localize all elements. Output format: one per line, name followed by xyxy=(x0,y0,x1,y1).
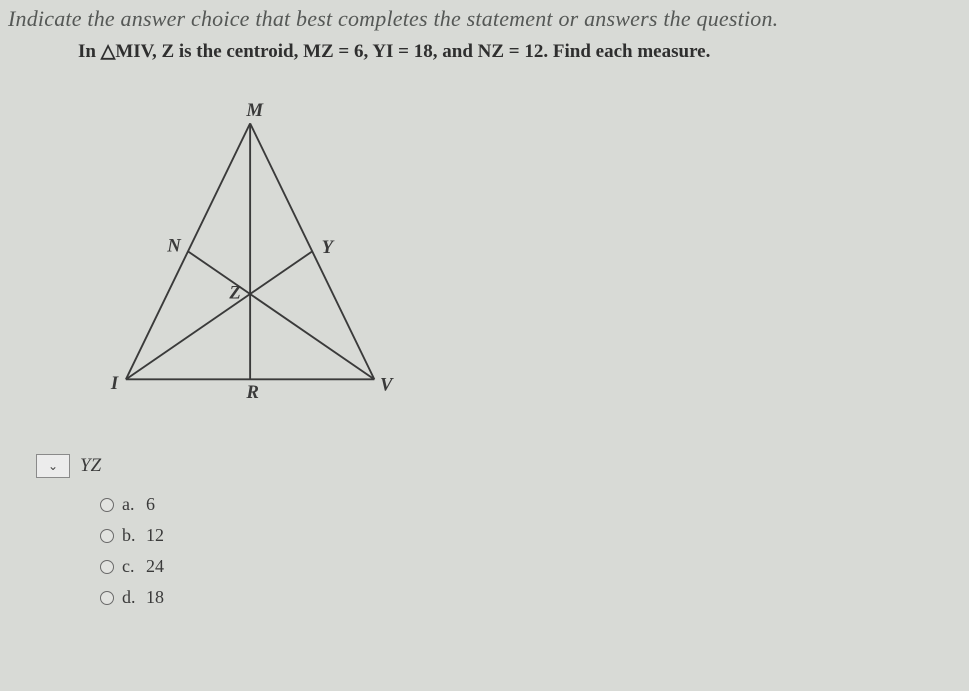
vertex-label-I: I xyxy=(110,373,119,394)
problem-eq3: NZ = 12 xyxy=(478,41,544,62)
option-letter: c. xyxy=(122,556,138,577)
question-label: YZ xyxy=(80,455,101,477)
option-value: 24 xyxy=(146,556,164,577)
option-letter: a. xyxy=(122,494,138,515)
edge-I-Y xyxy=(126,251,312,379)
vertex-label-Y: Y xyxy=(322,237,335,258)
option-row[interactable]: a. 6 xyxy=(100,494,164,515)
figure-svg: M I V N Y R Z xyxy=(92,92,412,422)
problem-eq2: YI = 18 xyxy=(372,41,432,62)
radio-icon[interactable] xyxy=(100,591,114,605)
option-row[interactable]: d. 18 xyxy=(100,587,164,608)
vertex-label-N: N xyxy=(166,235,182,256)
vertex-label-M: M xyxy=(245,100,264,121)
options-list: a. 6 b. 12 c. 24 d. 18 xyxy=(100,494,164,618)
problem-eq1: MZ = 6 xyxy=(303,41,363,62)
option-value: 18 xyxy=(146,587,164,608)
vertex-label-V: V xyxy=(380,375,394,396)
triangle-figure: M I V N Y R Z xyxy=(92,92,412,422)
problem-mid2: is the centroid, xyxy=(174,41,303,62)
problem-sep1: , xyxy=(364,41,373,62)
radio-icon[interactable] xyxy=(100,498,114,512)
question-row: ⌄ YZ xyxy=(36,454,101,478)
option-value: 6 xyxy=(146,494,155,515)
option-letter: d. xyxy=(122,587,138,608)
problem-triangle: MIV xyxy=(115,41,152,62)
vertex-label-R: R xyxy=(245,382,259,403)
problem-mid1: , xyxy=(152,41,162,62)
radio-icon[interactable] xyxy=(100,560,114,574)
problem-prefix: In △ xyxy=(78,41,115,62)
instruction-text: Indicate the answer choice that best com… xyxy=(8,6,778,32)
problem-zvar: Z xyxy=(161,41,174,62)
option-row[interactable]: c. 24 xyxy=(100,556,164,577)
problem-statement: In △MIV, Z is the centroid, MZ = 6, YI =… xyxy=(78,40,710,63)
option-row[interactable]: b. 12 xyxy=(100,525,164,546)
problem-sep2: , and xyxy=(433,41,478,62)
radio-icon[interactable] xyxy=(100,529,114,543)
answer-dropdown[interactable]: ⌄ xyxy=(36,454,70,478)
option-value: 12 xyxy=(146,525,164,546)
problem-tail: . Find each measure. xyxy=(543,41,710,62)
option-letter: b. xyxy=(122,525,138,546)
vertex-label-Z: Z xyxy=(228,282,241,303)
edge-V-N xyxy=(188,251,374,379)
